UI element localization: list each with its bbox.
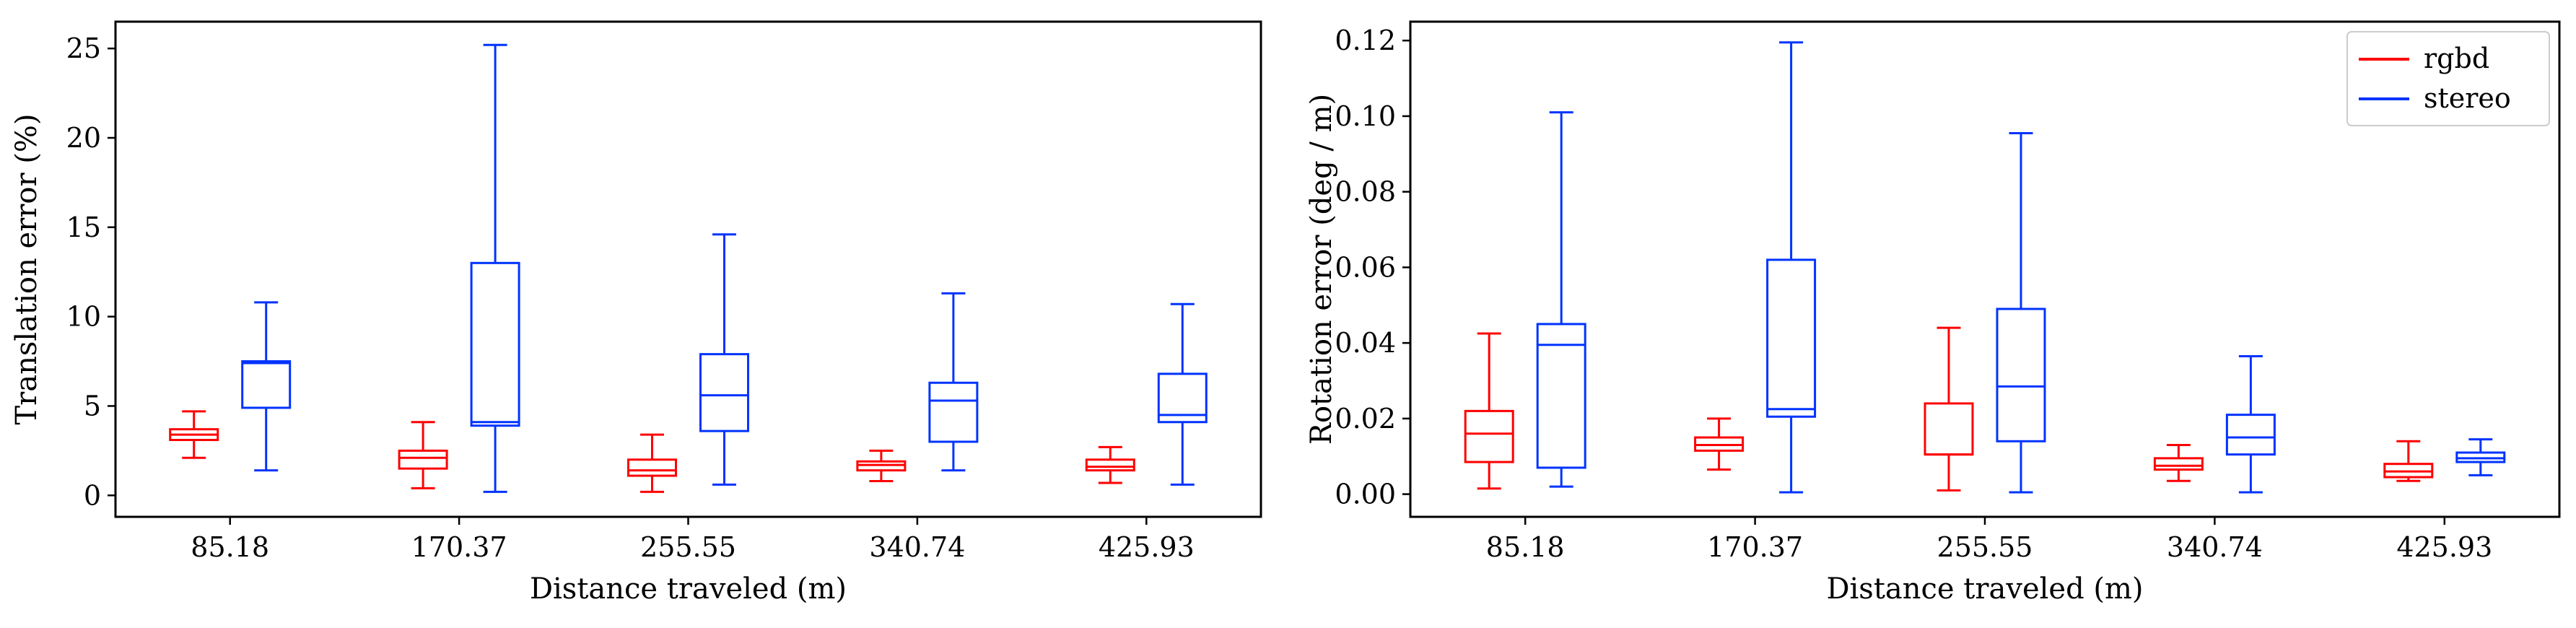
y-tick-label: 0.04 (1335, 327, 1396, 359)
rgbd-box-170.37 (1694, 417, 1745, 471)
rgbd-box-425.93 (2383, 440, 2434, 482)
iqr-box (699, 353, 749, 432)
iqr-box (1157, 372, 1208, 424)
x-tick-label: 425.93 (1099, 531, 1195, 563)
legend-label-rgbd: rgbd (2424, 43, 2489, 74)
iqr-box (2153, 457, 2204, 471)
stereo-box-170.37 (1766, 41, 1817, 494)
rgbd-box-170.37 (398, 421, 448, 489)
translation-error-chart: 0 5 10 15 20 25 85.18 170.37 255.55 340.74 425.93 D… (10, 20, 1262, 606)
legend-label-stereo: stereo (2424, 82, 2511, 114)
rgbd-box-425.93 (1085, 445, 1135, 484)
y-tick-label: 25 (66, 32, 101, 64)
iqr-box (1085, 458, 1135, 472)
iqr-box (1536, 323, 1586, 469)
stereo-box-255.55 (1996, 131, 2046, 494)
legend-box (2346, 31, 2550, 126)
rgbd-box-85.18 (1464, 332, 1514, 490)
rotation-error-chart: 0.00 0.02 0.04 0.06 0.08 0.10 0.12 85.18 170.37 2… (1305, 20, 2561, 606)
iqr-box (2225, 414, 2276, 456)
y-tick-label: 0.12 (1335, 25, 1396, 56)
rgbd-box-255.55 (627, 433, 677, 493)
stereo-box-340.74 (928, 292, 979, 472)
stereo-box-85.18 (1536, 111, 1586, 488)
y-tick-label: 5 (84, 390, 101, 422)
y-tick-label: 0.08 (1335, 176, 1396, 208)
y-tick-label: 0.06 (1335, 251, 1396, 283)
y-axis-label: Rotation error (deg / m) (1305, 94, 1338, 445)
x-tick-label: 170.37 (1707, 531, 1803, 563)
stereo-box-425.93 (1157, 302, 1208, 486)
rgbd-box-255.55 (1924, 326, 1974, 492)
x-tick-label: 85.18 (191, 531, 269, 563)
y-tick-label: 0.10 (1335, 100, 1396, 132)
x-axis-label: Distance traveled (m) (1826, 572, 2143, 606)
iqr-box (1924, 402, 1974, 456)
iqr-box (1464, 409, 1514, 463)
rgbd-box-85.18 (169, 410, 219, 459)
x-axis-label: Distance traveled (m) (530, 572, 847, 606)
iqr-box (1996, 308, 2046, 442)
legend: rgbd stereo (2346, 31, 2550, 126)
stereo-box-340.74 (2225, 354, 2276, 494)
y-tick-label: 0.02 (1335, 403, 1396, 435)
iqr-box (470, 261, 520, 427)
stereo-box-255.55 (699, 233, 749, 486)
stereo-box-170.37 (470, 43, 520, 493)
y-tick-label: 0.00 (1335, 479, 1396, 510)
stereo-box-425.93 (2455, 438, 2506, 476)
stereo-box-85.18 (241, 301, 292, 472)
x-tick-label: 255.55 (1937, 531, 2033, 563)
y-axis-label: Translation error (%) (10, 113, 43, 424)
y-tick-label: 20 (66, 122, 101, 154)
iqr-box (1766, 258, 1817, 418)
iqr-box (627, 458, 677, 477)
x-tick-label: 255.55 (640, 531, 736, 563)
iqr-box (928, 381, 979, 443)
x-tick-label: 340.74 (2167, 531, 2263, 563)
x-tick-label: 170.37 (411, 531, 507, 563)
plot-frame (114, 20, 1262, 518)
x-tick-label: 340.74 (869, 531, 965, 563)
x-tick-label: 85.18 (1486, 531, 1565, 563)
y-tick-label: 0 (84, 479, 101, 511)
iqr-box (398, 449, 448, 470)
iqr-box (241, 360, 292, 409)
rgbd-box-340.74 (2153, 444, 2204, 482)
y-tick-label: 15 (66, 211, 101, 243)
rgbd-box-340.74 (856, 449, 907, 482)
y-tick-label: 10 (66, 301, 101, 333)
x-tick-label: 425.93 (2396, 531, 2492, 563)
